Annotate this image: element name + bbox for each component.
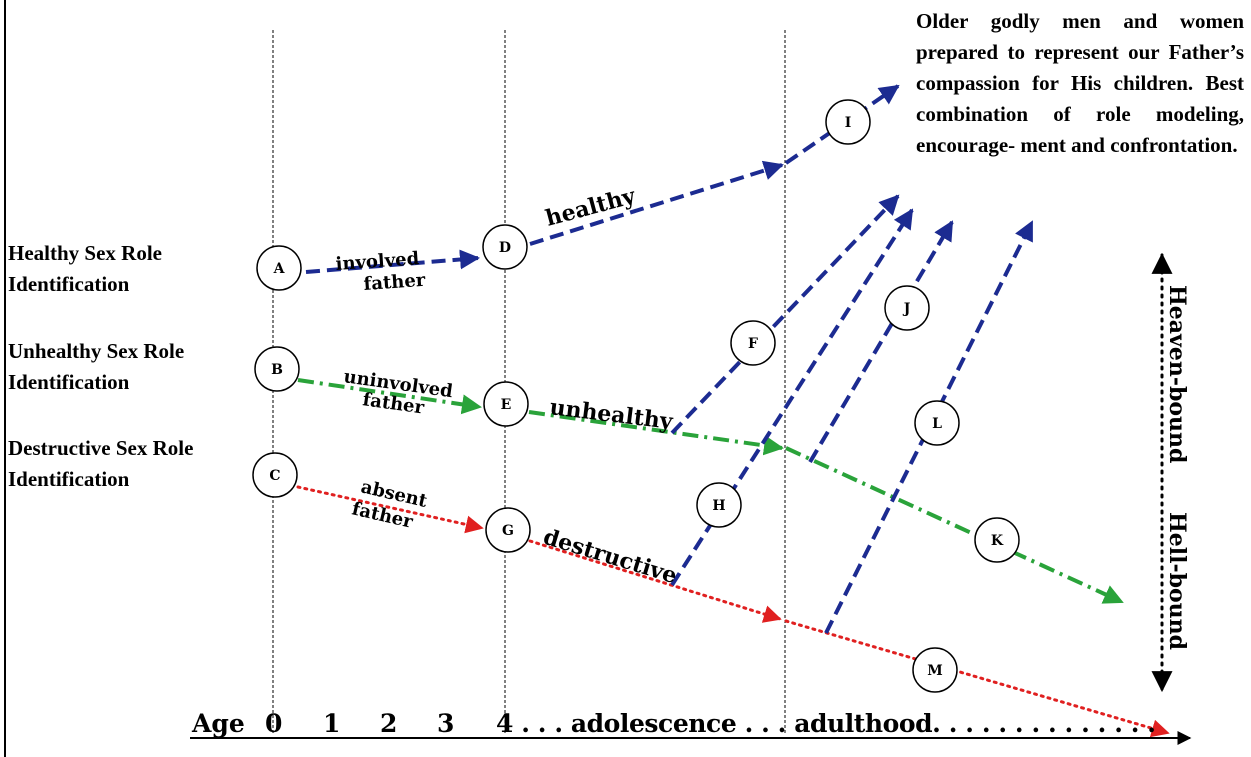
node-h-label: H	[712, 498, 725, 514]
hell-bound-label: Hell-bound	[1164, 512, 1190, 650]
left-border	[4, 0, 6, 757]
node-e-label: E	[501, 397, 512, 413]
node-f-label: F	[748, 336, 758, 352]
path-unhealthy-via-f	[670, 194, 900, 435]
axis-tick-3: 3	[437, 709, 454, 738]
axis-tick-0: 0	[265, 709, 282, 738]
axis-tick-2: 2	[380, 709, 397, 738]
axis-tick-4: 4 . . . adolescence . . . adulthood. . .…	[496, 709, 1156, 738]
node-j-label: J	[902, 301, 911, 317]
path-adulthood-to-end	[784, 619, 1170, 738]
path-g-to-adulthood	[528, 539, 782, 623]
node-c: C	[252, 452, 298, 498]
node-h: H	[696, 482, 742, 528]
path-adulthood-to-hell	[785, 446, 1124, 604]
path-c-to-g	[296, 485, 484, 534]
caption-line-2: prepared to represent our	[916, 40, 1160, 64]
node-m: M	[912, 647, 958, 693]
heaven-bound-label: Heaven-bound	[1164, 285, 1190, 463]
label-destructive: destructive	[540, 524, 680, 589]
caption-line-1: Older godly men and women	[916, 9, 1244, 33]
node-a-label: A	[273, 261, 286, 277]
node-d-label: D	[499, 240, 511, 256]
row-label-unhealthy-line1: Unhealthy Sex Role	[8, 339, 185, 363]
node-c-label: C	[269, 468, 280, 484]
caption-line-3: Father’s compassion for His	[916, 40, 1245, 95]
node-d: D	[482, 224, 528, 270]
node-g: G	[485, 507, 531, 553]
row-label-healthy-line2: Identification	[8, 272, 130, 296]
path-late-via-l	[824, 220, 1034, 634]
node-j: J	[884, 285, 930, 331]
node-k-label: K	[991, 533, 1004, 549]
node-k: K	[974, 517, 1020, 563]
path-adulthood-via-j	[808, 220, 954, 464]
path-d-to-adulthood	[529, 160, 784, 246]
row-label-unhealthy-line2: Identification	[8, 370, 130, 394]
caption: Older godly men and women prepared to re…	[916, 6, 1244, 161]
node-b-label: B	[271, 362, 283, 378]
label-involved-father: father	[363, 270, 427, 295]
path-a-to-d	[305, 249, 480, 274]
node-l: L	[914, 400, 960, 446]
node-m-label: M	[927, 663, 943, 679]
path-e-to-adulthood	[528, 410, 784, 456]
node-i-label: I	[845, 115, 852, 131]
row-label-healthy: Healthy Sex Role Identification	[8, 238, 268, 300]
node-f: F	[730, 320, 776, 366]
row-label-destructive: Destructive Sex Role Identification	[8, 433, 268, 495]
node-i: I	[825, 99, 871, 145]
node-b: B	[254, 346, 300, 392]
node-a: A	[256, 245, 302, 291]
node-g-label: G	[502, 523, 514, 539]
label-unhealthy: unhealthy	[548, 394, 675, 435]
row-label-healthy-line1: Healthy Sex Role	[8, 241, 162, 265]
row-label-destructive-line1: Destructive Sex Role	[8, 436, 194, 460]
axis-title: Age	[191, 709, 245, 738]
caption-line-6: ment and confrontation.	[1020, 133, 1238, 157]
axis-tick-1: 1	[323, 709, 340, 738]
row-label-destructive-line2: Identification	[8, 467, 130, 491]
caption-line-5: of role modeling, encourage-	[916, 102, 1244, 157]
row-label-unhealthy: Unhealthy Sex Role Identification	[8, 336, 268, 398]
node-l-label: L	[932, 416, 942, 432]
node-e: E	[483, 381, 529, 427]
caption-line-4: children. Best combination	[916, 71, 1244, 126]
